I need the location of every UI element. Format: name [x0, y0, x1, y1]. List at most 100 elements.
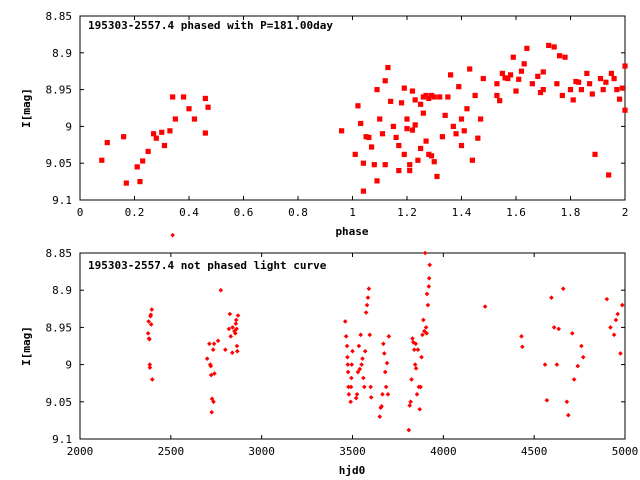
data-point — [211, 399, 216, 405]
data-point — [428, 92, 435, 99]
data-point — [140, 158, 146, 164]
data-point — [424, 331, 429, 336]
data-point — [345, 354, 350, 360]
data-point — [358, 120, 364, 127]
data-point — [215, 338, 221, 344]
data-point — [546, 42, 552, 49]
data-point — [423, 325, 429, 330]
data-point — [505, 75, 511, 82]
data-points — [145, 232, 625, 433]
data-point — [497, 98, 503, 104]
y-tick-label: 8.85 — [46, 247, 73, 260]
data-point — [562, 54, 568, 60]
data-point — [427, 262, 433, 268]
data-point — [622, 107, 628, 113]
data-point — [345, 362, 351, 367]
data-point — [420, 94, 426, 100]
data-point — [211, 341, 217, 347]
data-point — [363, 310, 369, 315]
x-tick-label: 0.6 — [234, 206, 254, 219]
data-point — [388, 98, 394, 104]
data-point — [398, 100, 405, 106]
data-point — [352, 151, 358, 157]
x-tick-label: 2 — [622, 206, 629, 219]
data-point — [418, 145, 424, 152]
data-point — [575, 363, 581, 369]
data-point — [622, 63, 628, 69]
data-point — [377, 116, 383, 122]
data-point — [529, 81, 535, 87]
data-point — [146, 319, 151, 324]
data-point — [362, 384, 367, 390]
x-tick-label: 0.4 — [179, 206, 199, 219]
data-point — [205, 104, 211, 110]
x-tick-label: 1 — [349, 206, 356, 219]
data-point — [207, 341, 212, 347]
data-point — [606, 172, 612, 178]
data-point — [608, 70, 614, 77]
data-point — [618, 351, 623, 356]
data-point — [381, 351, 387, 356]
data-point — [426, 95, 432, 102]
data-point — [421, 328, 427, 334]
data-point — [442, 112, 448, 118]
data-point — [461, 128, 467, 134]
data-point — [212, 371, 217, 376]
data-point — [202, 130, 208, 136]
data-point — [366, 286, 372, 292]
data-point — [431, 159, 437, 165]
data-point — [360, 356, 365, 361]
data-point — [412, 362, 418, 367]
data-point — [229, 350, 235, 355]
data-point — [458, 116, 465, 122]
data-point — [472, 92, 478, 99]
data-point — [186, 106, 192, 112]
data-point — [150, 131, 157, 137]
data-point — [230, 325, 235, 330]
data-point — [386, 334, 392, 339]
data-point — [419, 354, 424, 360]
data-point — [170, 94, 176, 100]
data-point — [567, 87, 574, 93]
data-point — [559, 92, 565, 99]
data-point — [167, 128, 173, 134]
data-point — [379, 131, 386, 137]
data-point — [355, 103, 361, 109]
data-point — [580, 354, 586, 360]
data-point — [348, 384, 354, 390]
data-point — [404, 116, 410, 122]
data-point — [507, 72, 514, 78]
data-point — [450, 123, 456, 129]
data-point — [542, 362, 548, 367]
data-point — [147, 365, 153, 370]
data-point — [544, 398, 550, 403]
data-point — [420, 332, 425, 338]
data-point — [99, 157, 105, 163]
data-point — [592, 151, 598, 157]
x-tick-label: 3000 — [248, 445, 275, 458]
data-point — [434, 173, 440, 180]
data-point — [191, 116, 198, 122]
data-point — [464, 106, 470, 112]
data-point — [604, 296, 610, 302]
data-point — [494, 81, 500, 87]
data-point — [502, 75, 508, 81]
data-point — [603, 79, 609, 85]
data-point — [159, 129, 165, 135]
y-axis-label: I[mag] — [20, 326, 33, 366]
data-point — [233, 317, 239, 323]
data-point — [551, 325, 557, 330]
data-point — [227, 311, 233, 317]
data-point — [560, 286, 566, 292]
data-point — [149, 307, 155, 312]
data-point — [611, 332, 617, 338]
data-point — [367, 332, 373, 338]
data-point — [421, 317, 426, 323]
data-point — [415, 157, 421, 163]
data-point — [551, 44, 557, 50]
x-tick-label: 1.2 — [397, 206, 417, 219]
data-point — [426, 284, 432, 289]
data-point — [170, 232, 175, 238]
data-point — [409, 127, 416, 133]
x-tick-label: 0 — [77, 206, 84, 219]
